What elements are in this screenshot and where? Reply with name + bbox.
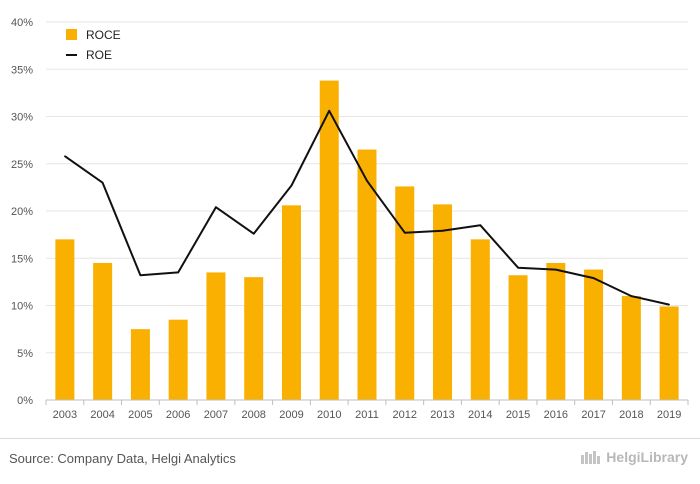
x-tick-label: 2011 xyxy=(355,409,379,421)
roe-point xyxy=(252,232,255,235)
y-tick-label: 40% xyxy=(11,17,33,29)
roe-point xyxy=(101,181,104,184)
x-tick-label: 2013 xyxy=(430,409,454,421)
footer: Source: Company Data, Helgi Analytics He… xyxy=(0,438,700,484)
x-tick-label: 2012 xyxy=(393,409,417,421)
y-tick-label: 0% xyxy=(17,395,33,407)
brand-name: HelgiLibrary xyxy=(606,449,688,465)
x-tick-label: 2018 xyxy=(619,409,643,421)
roce-bar xyxy=(357,149,377,400)
roce-bar xyxy=(395,186,415,400)
roce-bar xyxy=(546,262,566,400)
x-tick-label: 2005 xyxy=(128,409,152,421)
y-tick-label: 10% xyxy=(11,301,33,313)
roe-point xyxy=(517,266,519,269)
roce-bar xyxy=(584,269,604,400)
axes: 0% 5% 10% 15% 20% 25% 30% 35% 40% 2003 2004 2005 200… xyxy=(11,17,689,421)
roe-point xyxy=(441,230,444,232)
x-tick-label: 2009 xyxy=(279,409,303,421)
x-tick-label: 2010 xyxy=(317,409,341,421)
roce-bar xyxy=(244,277,264,400)
roe-point xyxy=(403,231,406,234)
y-tick-label: 25% xyxy=(11,159,33,171)
library-icon xyxy=(580,449,602,465)
x-tick-label: 2003 xyxy=(53,409,77,421)
legend-roce-label: ROCE xyxy=(86,28,121,42)
roe-line-layer xyxy=(64,109,670,306)
roe-point xyxy=(139,274,142,277)
x-tick-label: 2007 xyxy=(204,409,228,421)
x-tick-label: 2019 xyxy=(657,409,681,421)
y-tick-label: 35% xyxy=(11,64,33,76)
x-tick-label: 2004 xyxy=(90,409,114,421)
roce-bar xyxy=(508,275,528,400)
legend-roe-label: ROE xyxy=(86,48,112,62)
legend: ROCE ROE xyxy=(66,28,121,62)
roce-bar xyxy=(168,319,188,400)
roce-bars xyxy=(55,80,679,400)
roce-bar xyxy=(130,329,150,400)
roe-point xyxy=(592,277,595,279)
roce-bar xyxy=(433,204,453,400)
roce-bar xyxy=(319,80,339,400)
x-tick-label: 2006 xyxy=(166,409,190,421)
roe-point xyxy=(290,184,293,187)
roe-point xyxy=(479,224,482,226)
roce-bar xyxy=(93,262,113,400)
roe-point xyxy=(555,268,557,271)
y-tick-label: 5% xyxy=(17,348,33,360)
legend-roce-swatch xyxy=(66,29,77,40)
roe-point xyxy=(366,179,368,182)
roce-bar xyxy=(281,205,301,400)
roce-bar xyxy=(470,239,490,400)
x-tick-label: 2017 xyxy=(581,409,605,421)
roce-bar xyxy=(621,296,641,400)
chart-svg: 0% 5% 10% 15% 20% 25% 30% 35% 40% 2003 2004 2005 200… xyxy=(11,17,689,421)
roe-point xyxy=(177,271,179,274)
x-tick-label: 2015 xyxy=(506,409,530,421)
roe-point xyxy=(630,295,633,297)
y-tick-label: 15% xyxy=(11,253,33,265)
brand-logo: HelgiLibrary xyxy=(580,449,688,465)
x-tick-label: 2014 xyxy=(468,409,492,421)
roe-point xyxy=(64,155,66,157)
x-tick-label: 2008 xyxy=(241,409,265,421)
source-text: Source: Company Data, Helgi Analytics xyxy=(9,451,236,466)
y-tick-label: 30% xyxy=(11,112,33,124)
roe-point xyxy=(328,110,331,112)
roe-point xyxy=(215,206,217,209)
roce-bar xyxy=(659,306,679,400)
x-tick-label: 2016 xyxy=(544,409,568,421)
y-tick-label: 20% xyxy=(11,206,33,218)
roce-bar xyxy=(55,239,75,400)
roe-point xyxy=(668,303,670,306)
roce-bar xyxy=(206,272,226,400)
